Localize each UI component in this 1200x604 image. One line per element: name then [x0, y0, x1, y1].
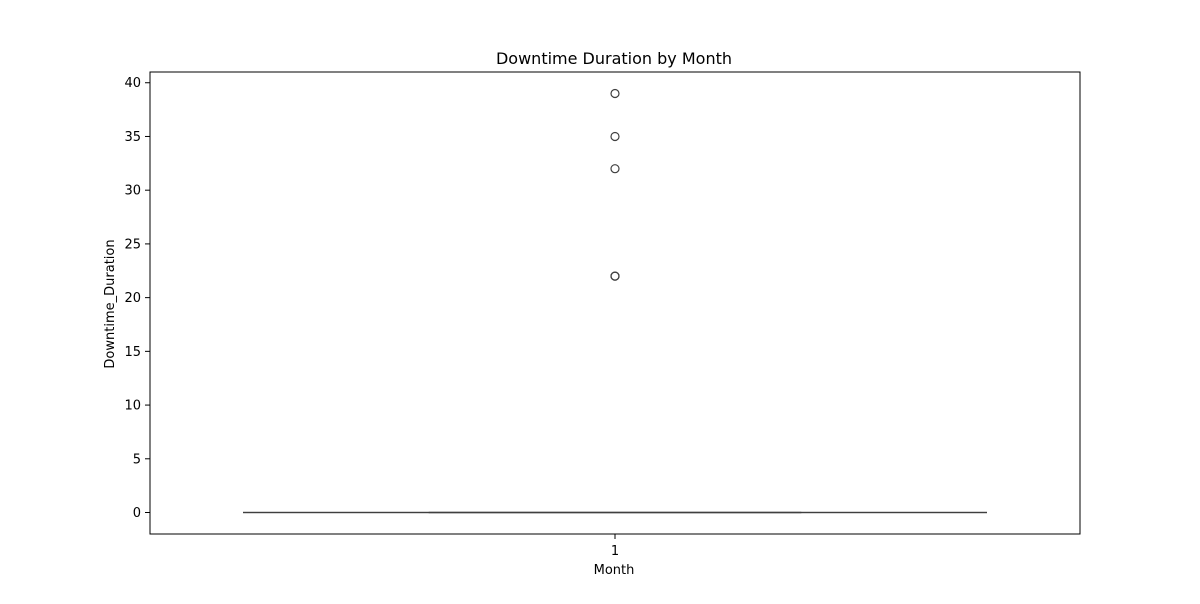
chart-title: Downtime Duration by Month	[496, 49, 732, 68]
y-tick-label: 0	[133, 506, 141, 521]
outlier-point	[611, 272, 619, 280]
y-tick-label: 5	[133, 452, 141, 467]
x-axis-label: Month	[594, 563, 635, 578]
y-tick-label: 25	[124, 237, 141, 252]
outlier-point	[611, 165, 619, 173]
y-tick-label: 10	[124, 399, 141, 414]
y-tick-label: 35	[124, 130, 141, 145]
axes-frame	[150, 72, 1080, 534]
y-tick-label: 30	[124, 184, 141, 199]
y-tick-label: 40	[124, 76, 141, 91]
outlier-point	[611, 89, 619, 97]
y-tick-label: 15	[124, 345, 141, 360]
y-axis-label: Downtime_Duration	[103, 239, 118, 368]
outlier-point	[611, 132, 619, 140]
plot-area	[243, 89, 987, 512]
y-tick-label: 20	[124, 291, 141, 306]
x-tick-label: 1	[611, 544, 619, 559]
